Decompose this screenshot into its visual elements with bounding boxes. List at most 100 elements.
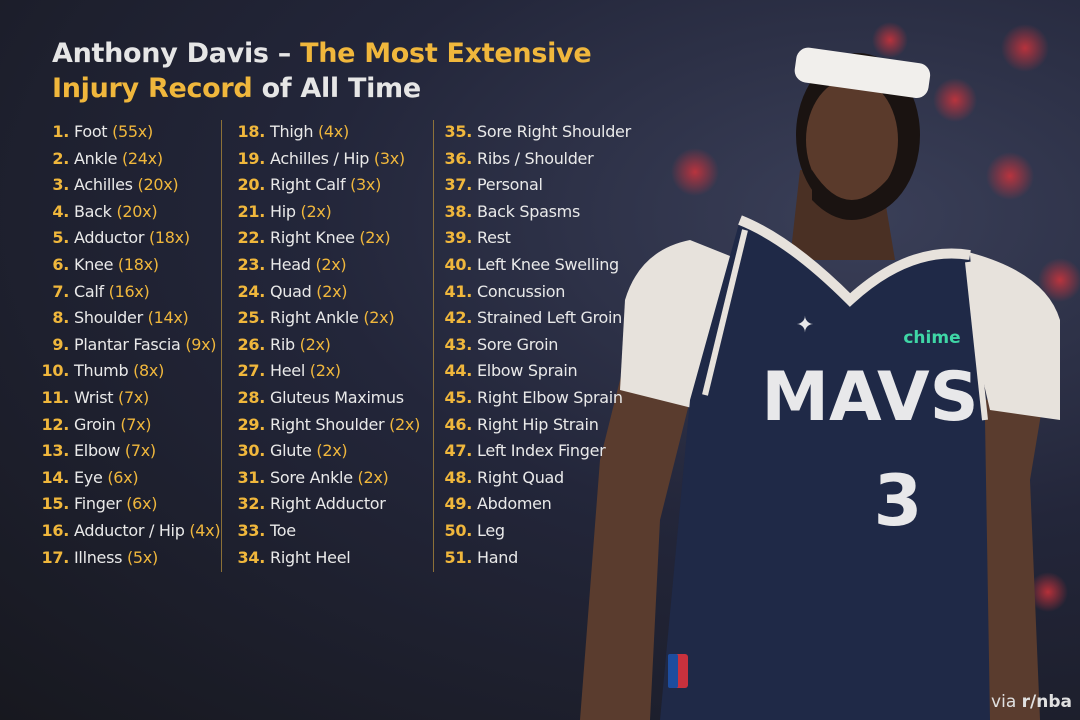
injury-name: Elbow Sprain bbox=[477, 361, 578, 381]
injury-item: 45. Right Elbow Sprain bbox=[440, 385, 631, 412]
injury-count: (2x) bbox=[300, 201, 332, 221]
injury-name: Sore Right Shoulder bbox=[477, 122, 631, 141]
injury-count: (7x) bbox=[120, 414, 152, 434]
injury-name: Plantar Fascia bbox=[74, 334, 181, 354]
injury-rank: 42. bbox=[444, 308, 473, 328]
injury-rank: 10. bbox=[41, 361, 70, 381]
injury-count: (24x) bbox=[121, 148, 163, 168]
injury-name: Left Knee Swelling bbox=[477, 254, 619, 274]
injury-rank: 30. bbox=[237, 441, 266, 461]
injury-rank: 48. bbox=[444, 467, 473, 487]
injury-item: 49. Abdomen bbox=[440, 491, 631, 518]
injury-count: (5x) bbox=[126, 547, 158, 567]
injury-item: 48. Right Quad bbox=[440, 465, 631, 492]
injury-item: 22. Right Knee (2x) bbox=[232, 225, 420, 252]
jordan-logo-icon: ✦ bbox=[796, 313, 814, 338]
injury-item: 43. Sore Groin bbox=[440, 332, 631, 359]
injury-name: Knee bbox=[74, 254, 114, 274]
injury-count: (2x) bbox=[357, 467, 389, 487]
title-highlight-2: Injury Record bbox=[52, 73, 253, 104]
injury-rank: 27. bbox=[237, 361, 266, 381]
injury-name: Elbow bbox=[74, 441, 121, 461]
injury-item: 13. Elbow (7x) bbox=[36, 438, 220, 465]
injury-list-column-3: 35. Sore Right Shoulder 36. Ribs / Shoulder… bbox=[440, 119, 632, 572]
injury-rank: 51. bbox=[444, 547, 473, 567]
injury-item: 8. Shoulder (14x) bbox=[36, 305, 220, 332]
injury-item: 28. Gluteus Maximus bbox=[232, 385, 420, 412]
injury-item: 41. Concussion bbox=[440, 279, 631, 306]
injury-count: (20x) bbox=[116, 201, 158, 221]
injury-item: 16. Adductor / Hip (4x) bbox=[36, 518, 221, 545]
injury-name: Head bbox=[270, 254, 311, 274]
injury-item: 11. Wrist (7x) bbox=[36, 385, 220, 412]
injury-item: 15. Finger (6x) bbox=[36, 491, 220, 518]
injury-count: (20x) bbox=[137, 175, 179, 195]
injury-count: (7x) bbox=[124, 441, 156, 461]
sponsor-logo: chime bbox=[903, 328, 960, 348]
injury-item: 3. Achilles (20x) bbox=[36, 172, 220, 199]
injury-name: Hand bbox=[477, 547, 518, 567]
column-divider bbox=[221, 120, 222, 572]
injury-rank: 24. bbox=[237, 281, 266, 301]
injury-rank: 19. bbox=[237, 148, 266, 168]
injury-rank: 40. bbox=[444, 254, 473, 274]
injury-count: (4x) bbox=[189, 520, 221, 540]
injury-name: Achilles / Hip bbox=[270, 148, 370, 168]
injury-rank: 49. bbox=[444, 494, 473, 514]
injury-rank: 39. bbox=[444, 228, 473, 248]
injury-item: 29. Right Shoulder (2x) bbox=[232, 412, 421, 439]
injury-rank: 1. bbox=[52, 122, 69, 141]
injury-rank: 17. bbox=[41, 547, 70, 567]
injury-rank: 11. bbox=[41, 387, 70, 407]
injury-name: Eye bbox=[74, 467, 103, 487]
title-suffix: of All Time bbox=[252, 73, 422, 104]
injury-item: 6. Knee (18x) bbox=[36, 252, 220, 279]
injury-rank: 18. bbox=[237, 122, 266, 141]
injury-count: (2x) bbox=[359, 228, 391, 248]
injury-rank: 26. bbox=[237, 334, 266, 354]
injury-rank: 2. bbox=[52, 148, 69, 168]
injury-count: (2x) bbox=[363, 308, 395, 328]
injury-count: (3x) bbox=[350, 175, 382, 195]
injury-count: (2x) bbox=[309, 361, 341, 381]
injury-item: 35. Sore Right Shoulder bbox=[440, 119, 632, 146]
injury-count: (2x) bbox=[389, 414, 421, 434]
injury-name: Ribs / Shoulder bbox=[477, 148, 594, 168]
injury-item: 44. Elbow Sprain bbox=[440, 358, 631, 385]
injury-name: Sore Groin bbox=[477, 334, 559, 354]
injury-count: (2x) bbox=[316, 441, 348, 461]
injury-name: Ankle bbox=[74, 148, 118, 168]
injury-rank: 28. bbox=[237, 387, 266, 407]
title-name: Anthony Davis – bbox=[52, 38, 301, 69]
injury-name: Gluteus Maximus bbox=[270, 387, 404, 407]
jersey-text: MAVS bbox=[761, 358, 978, 437]
injury-name: Adductor bbox=[74, 228, 145, 248]
injury-name: Back bbox=[74, 201, 112, 221]
jersey bbox=[660, 220, 990, 720]
injury-name: Wrist bbox=[74, 387, 114, 407]
injury-item: 51. Hand bbox=[440, 545, 631, 572]
injury-rank: 34. bbox=[237, 547, 266, 567]
injury-item: 4. Back (20x) bbox=[36, 199, 220, 226]
injury-item: 37. Personal bbox=[440, 172, 631, 199]
injury-name: Calf bbox=[74, 281, 104, 301]
injury-rank: 15. bbox=[41, 494, 70, 514]
injury-count: (16x) bbox=[108, 281, 150, 301]
injury-rank: 13. bbox=[41, 441, 70, 461]
injury-rank: 41. bbox=[444, 281, 473, 301]
injury-item: 19. Achilles / Hip (3x) bbox=[232, 146, 420, 173]
injury-name: Right Ankle bbox=[270, 308, 359, 328]
injury-name: Abdomen bbox=[477, 494, 552, 514]
injury-item: 26. Rib (2x) bbox=[232, 332, 420, 359]
injury-item: 46. Right Hip Strain bbox=[440, 412, 631, 439]
injury-rank: 4. bbox=[52, 201, 69, 221]
injury-rank: 45. bbox=[444, 387, 473, 407]
injury-name: Right Knee bbox=[270, 228, 355, 248]
injury-item: 27. Heel (2x) bbox=[232, 358, 420, 385]
injury-item: 18. Thigh (4x) bbox=[232, 119, 420, 146]
column-divider bbox=[433, 120, 434, 572]
injury-name: Thigh bbox=[270, 122, 314, 141]
injury-rank: 22. bbox=[237, 228, 266, 248]
injury-item: 50. Leg bbox=[440, 518, 631, 545]
